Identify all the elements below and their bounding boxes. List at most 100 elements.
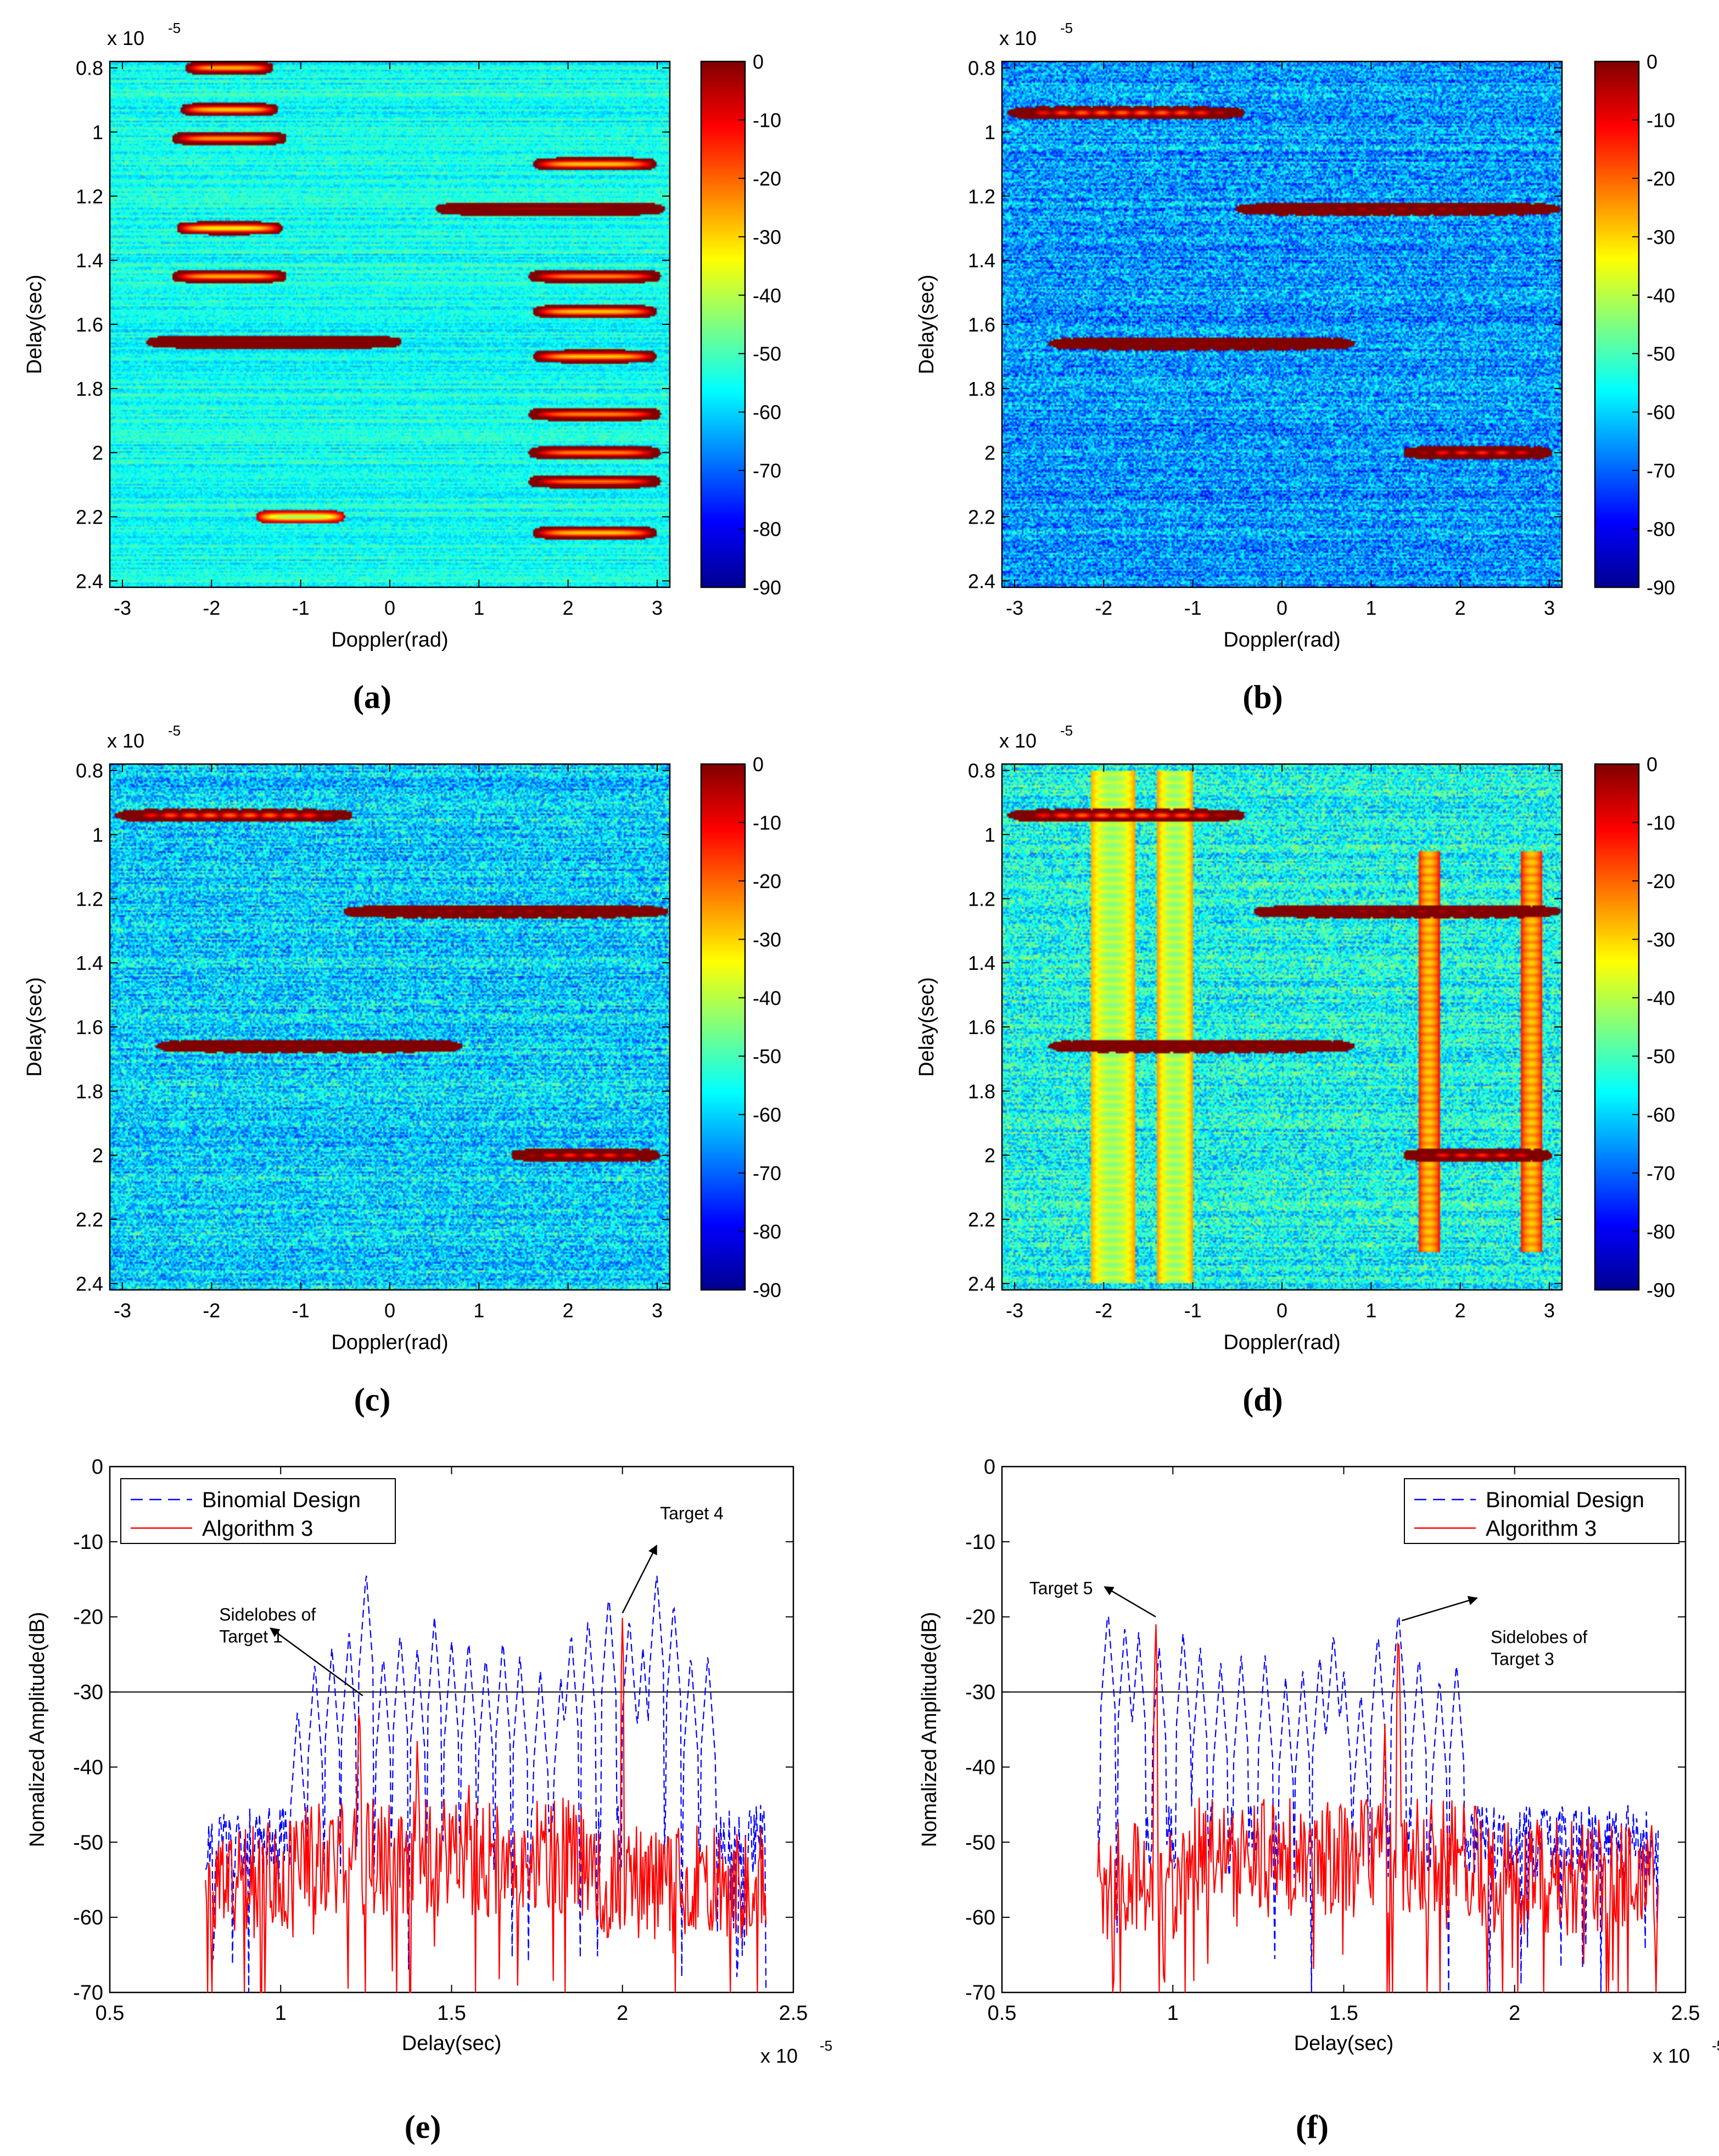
colorbar-tick-label: -10 xyxy=(1647,811,1675,834)
x-tick-label: 0 xyxy=(384,597,395,619)
annotation-text: Target 4 xyxy=(660,1503,724,1523)
colorbar-tick-label: -30 xyxy=(753,928,781,951)
series-line-algorithm-3 xyxy=(1097,1624,1659,1993)
x-tick-label: -1 xyxy=(1184,1299,1202,1322)
y-tick-label: 1.8 xyxy=(968,378,995,400)
colorbar-tick-label: -90 xyxy=(1647,576,1675,599)
x-tick-label: 0.5 xyxy=(988,2002,1017,2025)
x-exponent-power: -5 xyxy=(1712,2037,1719,2054)
x-tick-label: -2 xyxy=(203,597,220,619)
y-tick-label: -50 xyxy=(965,1831,995,1854)
y-tick-label: -70 xyxy=(73,1981,103,2005)
heatmap-image xyxy=(110,61,670,587)
x-tick-label: 2 xyxy=(1455,597,1466,619)
y-tick-label: 1.8 xyxy=(968,1080,995,1103)
panel-caption: (b) xyxy=(1242,679,1283,715)
x-tick-label: 2 xyxy=(563,597,574,619)
x-tick-label: 2 xyxy=(1509,2002,1520,2025)
y-tick-label: 0.8 xyxy=(76,57,103,80)
y-tick-label: 0 xyxy=(92,1456,103,1479)
legend-label: Binomial Design xyxy=(1486,1488,1644,1512)
series-line-algorithm-3 xyxy=(205,1618,767,1994)
colorbar-tick-label: -70 xyxy=(1647,1162,1675,1184)
y-tick-label: 1.4 xyxy=(968,249,995,272)
colorbar-tick-label: -80 xyxy=(1647,1221,1675,1243)
y-tick-label: 2.2 xyxy=(968,1208,995,1231)
y-tick-label: -10 xyxy=(73,1531,103,1554)
colorbar-tick-label: -10 xyxy=(1647,109,1675,131)
x-tick-label: -3 xyxy=(114,597,131,619)
colorbar-tick-label: -50 xyxy=(753,1045,781,1068)
colorbar-tick-label: 0 xyxy=(1647,753,1658,776)
x-axis-label: Doppler(rad) xyxy=(1223,628,1340,652)
colorbar xyxy=(700,763,746,1291)
y-tick-label: 1.4 xyxy=(76,952,103,974)
y-exponent-label: x 10 xyxy=(107,27,144,49)
colorbar-tick-label: -10 xyxy=(753,109,781,131)
heatmap-image xyxy=(1002,764,1562,1290)
colorbar-tick-label: -70 xyxy=(753,1162,781,1184)
y-tick-label: -40 xyxy=(965,1756,995,1779)
legend-box xyxy=(1404,1478,1679,1544)
x-axis-label: Delay(sec) xyxy=(402,2032,502,2055)
x-exponent-label: x 10 xyxy=(760,2045,798,2067)
y-tick-label: -20 xyxy=(73,1606,103,1629)
x-axis-label: Doppler(rad) xyxy=(1223,1331,1340,1354)
x-tick-label: 2.5 xyxy=(779,2002,808,2025)
annotation-arrow xyxy=(621,1545,658,1614)
y-tick-label: -40 xyxy=(73,1756,103,1779)
x-tick-label: 2.5 xyxy=(1671,2002,1700,2025)
x-tick-label: 1 xyxy=(473,1299,484,1322)
colorbar-tick-label: -30 xyxy=(753,226,781,248)
heatmap-panel-a: -3 -2 -1 0 1 2 30.811.21.41.61.822.22.4Doppler… xyxy=(23,20,781,652)
y-axis-label: Delay(sec) xyxy=(915,977,938,1077)
x-tick-label: -3 xyxy=(1006,597,1023,619)
y-tick-label: 1.8 xyxy=(76,1080,103,1103)
x-tick-label: 1 xyxy=(473,597,484,619)
y-axis-label: Delay(sec) xyxy=(23,274,46,374)
y-tick-label: -30 xyxy=(73,1681,103,1704)
y-exponent-power: -5 xyxy=(168,20,181,36)
x-tick-label: 2 xyxy=(1455,1299,1466,1322)
series-line-binomial-design xyxy=(1097,1616,1659,1993)
x-tick-label: -3 xyxy=(1006,1299,1023,1322)
panel-caption: (c) xyxy=(354,1382,391,1418)
y-tick-label: 2.2 xyxy=(76,506,103,528)
x-axis-label: Doppler(rad) xyxy=(331,1331,448,1354)
x-tick-label: 1 xyxy=(1365,1299,1376,1322)
y-exponent-power: -5 xyxy=(168,722,181,739)
y-tick-label: -60 xyxy=(965,1906,995,1929)
colorbar-tick-label: -20 xyxy=(753,870,781,892)
y-tick-label: 1 xyxy=(92,121,103,144)
y-tick-label: 2.2 xyxy=(968,506,995,528)
colorbar-tick-label: -60 xyxy=(753,401,781,424)
colorbar-tick-label: -90 xyxy=(753,576,781,599)
y-tick-label: 2 xyxy=(92,442,103,464)
legend-label: Algorithm 3 xyxy=(1486,1517,1597,1541)
annotation-arrow xyxy=(270,1627,363,1697)
y-tick-label: 2 xyxy=(984,442,995,464)
heatmap-image xyxy=(1002,61,1562,587)
series-line-binomial-design xyxy=(205,1575,767,1993)
y-tick-label: -70 xyxy=(965,1981,995,2005)
x-axis-label: Doppler(rad) xyxy=(331,628,448,652)
y-tick-label: 0.8 xyxy=(76,760,103,782)
y-tick-label: -20 xyxy=(965,1606,995,1629)
y-tick-label: -30 xyxy=(965,1681,995,1704)
x-exponent-label: x 10 xyxy=(1653,2045,1690,2067)
y-tick-label: 1.6 xyxy=(968,1016,995,1038)
y-exponent-label: x 10 xyxy=(107,729,144,752)
x-tick-label: -1 xyxy=(292,1299,310,1322)
colorbar-tick-label: -30 xyxy=(1647,226,1675,248)
y-tick-label: 0.8 xyxy=(968,57,995,80)
y-tick-label: 2.2 xyxy=(76,1208,103,1231)
y-exponent-power: -5 xyxy=(1060,722,1073,739)
legend-label: Binomial Design xyxy=(202,1488,361,1512)
y-tick-label: 2.4 xyxy=(968,570,995,592)
y-tick-label: 2 xyxy=(92,1144,103,1167)
colorbar-tick-label: -70 xyxy=(1647,459,1675,482)
y-exponent-power: -5 xyxy=(1060,20,1073,36)
colorbar-tick-label: -90 xyxy=(1647,1279,1675,1301)
